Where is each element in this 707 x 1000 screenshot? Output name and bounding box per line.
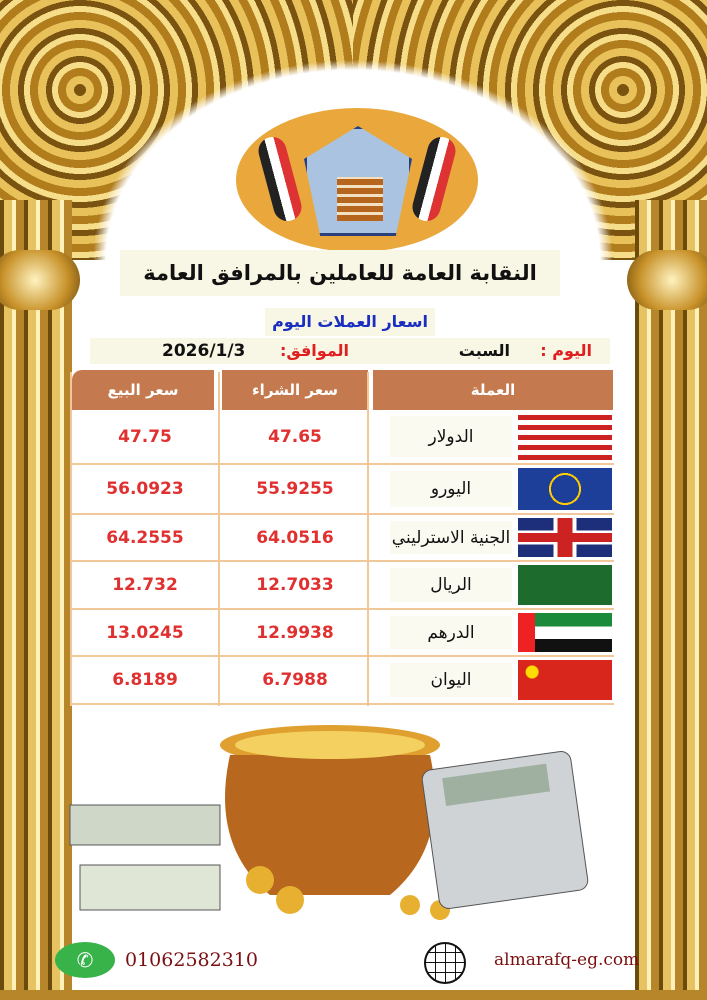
table-row: الدرهم 12.9938 13.0245 xyxy=(70,610,614,657)
page-subtitle: اسعار العملات اليوم xyxy=(265,308,435,336)
buy-price: 12.9938 xyxy=(256,622,334,643)
date-row: اليوم : السبت الموافق: 2026/1/3 xyxy=(90,338,610,364)
china-flag-icon xyxy=(518,660,612,700)
currency-name: الجنية الاسترليني xyxy=(390,521,512,554)
table-row: اليوان 6.7988 6.8189 xyxy=(70,657,614,705)
gold-pot-calculator-illustration xyxy=(69,725,589,920)
table-row: اليورو 55.9255 56.0923 xyxy=(70,465,614,515)
sell-price: 13.0245 xyxy=(106,622,184,643)
website-link[interactable]: almarafq-eg.com xyxy=(494,950,640,970)
date-label: الموافق: xyxy=(280,341,350,360)
header-buy: سعر الشراء xyxy=(222,370,368,410)
sell-price: 56.0923 xyxy=(106,479,184,499)
saudi-flag-icon xyxy=(518,565,612,605)
currency-name: الدولار xyxy=(390,416,512,457)
money-stack-icon xyxy=(69,804,221,911)
currency-name: الدرهم xyxy=(390,616,512,649)
uae-flag-icon xyxy=(518,613,612,652)
buy-price: 55.9255 xyxy=(256,479,334,499)
buy-price: 6.7988 xyxy=(262,670,328,690)
union-logo xyxy=(236,108,478,252)
day-label: اليوم : xyxy=(540,341,592,360)
currency-name: اليورو xyxy=(390,471,512,507)
column-ornament xyxy=(627,250,707,310)
eu-flag-icon xyxy=(518,468,612,510)
us-flag-icon xyxy=(518,413,612,460)
calculator-icon xyxy=(421,751,589,909)
uk-flag-icon xyxy=(518,518,612,557)
sell-price: 47.75 xyxy=(118,426,172,447)
flag-ribbon-left xyxy=(255,133,305,225)
buy-price: 64.0516 xyxy=(256,527,334,548)
gold-column-left xyxy=(0,200,72,1000)
buy-price: 47.65 xyxy=(268,426,322,447)
organization-title: النقابة العامة للعاملين بالمرافق العامة xyxy=(120,250,560,296)
sell-price: 64.2555 xyxy=(106,527,184,548)
table-row: الريال 12.7033 12.732 xyxy=(70,562,614,610)
buy-price: 12.7033 xyxy=(256,575,334,595)
column-ornament xyxy=(0,250,80,310)
header-sell: سعر البيع xyxy=(72,370,214,410)
currency-name: الريال xyxy=(390,568,512,602)
frame-bottom xyxy=(0,990,707,1000)
day-value: السبت xyxy=(458,341,510,360)
emblem-icon xyxy=(304,126,412,236)
currency-name: اليوان xyxy=(390,663,512,697)
whatsapp-icon[interactable]: ✆ xyxy=(55,942,115,978)
phone-number[interactable]: 01062582310 xyxy=(125,949,258,971)
date-value: 2026/1/3 xyxy=(162,341,246,361)
sell-price: 6.8189 xyxy=(112,670,178,690)
globe-icon[interactable] xyxy=(424,942,466,984)
table-row: الجنية الاسترليني 64.0516 64.2555 xyxy=(70,515,614,562)
gold-column-right xyxy=(635,200,707,1000)
flag-ribbon-right xyxy=(409,133,459,225)
table-row: الدولار 47.65 47.75 xyxy=(70,410,614,465)
header-currency: العملة xyxy=(373,370,613,410)
gold-pot-icon xyxy=(220,725,440,895)
sell-price: 12.732 xyxy=(112,575,178,595)
